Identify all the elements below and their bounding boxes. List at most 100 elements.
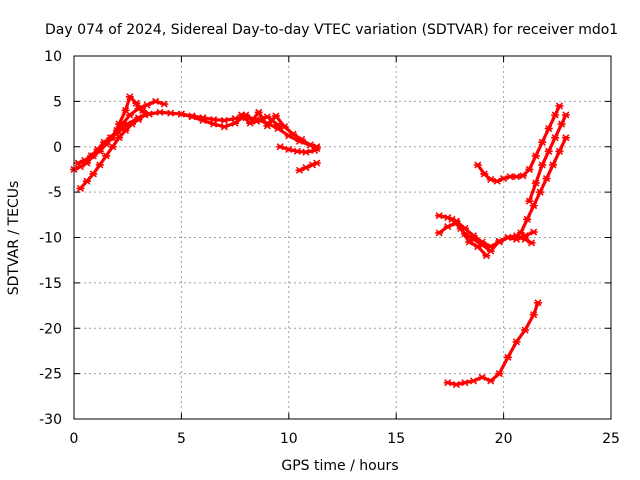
data-point [443,223,452,231]
data-point [280,123,289,131]
data-point [125,111,134,119]
data-point [435,212,444,220]
data-point [289,130,298,138]
series-line [297,161,319,172]
data-point [295,166,304,174]
data-point [276,143,285,151]
data-point [525,197,534,205]
data-point [555,147,564,155]
y-tick-label: -20 [39,321,62,337]
data-point [284,145,293,154]
x-tick-label: 25 [602,431,620,447]
data-point [237,111,246,119]
data-point [555,102,564,110]
data-point [263,113,272,121]
x-tick-label: 10 [280,431,298,447]
data-point [82,177,91,185]
data-series [70,93,570,389]
y-tick-label: 5 [53,94,62,110]
data-point [306,141,315,149]
data-point [512,235,521,243]
data-point [516,229,525,237]
data-point [93,145,102,154]
data-point [538,161,547,169]
data-point [544,147,553,155]
data-point [254,108,263,116]
data-point [134,105,143,113]
data-point [544,125,553,133]
y-tick-label: -5 [48,185,62,201]
data-point [469,377,478,385]
series-line [446,301,540,387]
data-point [531,179,540,187]
data-point [145,110,154,118]
data-point [312,159,321,167]
data-point [134,114,143,122]
series-arc-7 [276,143,319,156]
data-point [521,326,530,334]
y-tick-label: -25 [39,367,62,383]
data-point [448,215,457,223]
series-arc-11 [448,215,491,260]
series-arc-13 [516,134,570,237]
data-point [123,120,132,128]
series-line [76,99,166,165]
data-point [486,175,495,183]
data-point [486,377,495,385]
series-arc-14 [525,111,570,205]
data-point [523,215,532,223]
grid [74,56,611,419]
data-point [503,233,512,242]
data-point [87,152,96,160]
data-point [160,100,169,108]
data-point [293,147,302,155]
x-tick-label: 20 [495,431,513,447]
data-point [188,113,197,121]
data-point [478,373,487,381]
y-tick-label: 0 [53,140,62,156]
data-point [231,119,240,127]
data-point [155,108,164,116]
y-tick-label: -15 [39,276,62,292]
data-point [512,338,521,346]
data-point [310,146,319,154]
series-arc-3 [76,111,149,193]
data-point [220,123,229,131]
data-point [551,134,560,142]
data-point [503,353,512,361]
series-arc-2 [74,97,169,167]
data-point [465,238,474,246]
data-point [246,119,255,127]
y-tick-label: 10 [44,49,62,65]
data-point [460,379,469,387]
data-point [473,161,482,169]
data-point [529,311,538,319]
y-axis-label: SDTVAR / TECUs [6,181,22,296]
data-point [106,134,115,142]
data-point [480,170,489,178]
data-point [100,138,109,146]
data-point [495,370,504,378]
data-point [495,237,504,245]
data-point [482,252,491,260]
data-point [102,152,111,160]
series-line [239,110,319,149]
data-point [95,161,104,169]
data-point [143,101,152,109]
data-point [561,134,570,142]
data-point [271,112,280,120]
data-point [263,122,272,130]
axis-ticks: 0 5 10 15 20 25 -30 -25 -20 -15 -10 -5 0 5 10 [39,49,620,447]
data-point [89,170,98,178]
data-point [561,111,570,119]
data-point [74,159,83,167]
series-line [78,113,147,191]
y-tick-label: -10 [39,231,62,247]
data-point [166,109,175,117]
chart-title: Day 074 of 2024, Sidereal Day-to-day VTE… [45,22,618,38]
data-point [115,134,124,142]
data-point [557,120,566,128]
data-point [525,165,534,174]
data-point [531,152,540,160]
